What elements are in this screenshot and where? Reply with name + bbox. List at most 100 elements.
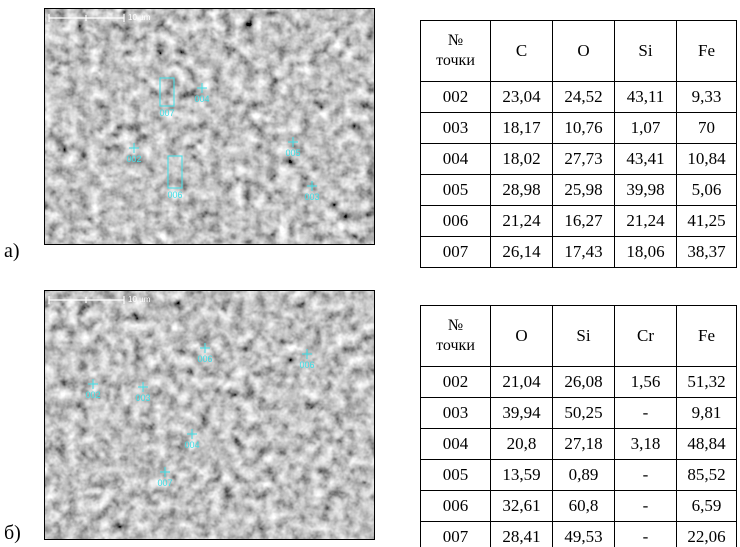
table-cell: 38,37 bbox=[677, 237, 737, 268]
table-cell: 60,8 bbox=[553, 491, 615, 522]
panel-label: а) bbox=[4, 240, 20, 263]
header-cell: № точки bbox=[421, 21, 491, 82]
table-cell: 0,89 bbox=[553, 460, 615, 491]
table-cell: 18,06 bbox=[615, 237, 677, 268]
header-cell: O bbox=[491, 306, 553, 367]
table-cell: 49,53 bbox=[553, 522, 615, 547]
table-cell: 32,61 bbox=[491, 491, 553, 522]
header-cell: № точки bbox=[421, 306, 491, 367]
page: {"panels": [ {"label": "а)", "image": {"… bbox=[0, 0, 740, 547]
table-cell: 43,11 bbox=[615, 82, 677, 113]
table-cell: 48,84 bbox=[677, 429, 737, 460]
table-cell: 23,04 bbox=[491, 82, 553, 113]
point-label: 006 bbox=[197, 354, 212, 364]
header-cell: Fe bbox=[677, 306, 737, 367]
table-cell: - bbox=[615, 522, 677, 547]
table-cell: 006 bbox=[421, 206, 491, 237]
table-cell: 26,14 bbox=[491, 237, 553, 268]
table-row: 00221,0426,081,5651,32 bbox=[421, 367, 737, 398]
table-cell: 22,06 bbox=[677, 522, 737, 547]
table-cell: 28,98 bbox=[491, 175, 553, 206]
table-cell: 50,25 bbox=[553, 398, 615, 429]
table-cell: 26,08 bbox=[553, 367, 615, 398]
table-cell: 002 bbox=[421, 82, 491, 113]
header-cell: C bbox=[491, 21, 553, 82]
table-cell: 10,84 bbox=[677, 144, 737, 175]
sem-texture bbox=[44, 8, 375, 245]
table-cell: 21,24 bbox=[615, 206, 677, 237]
table-cell: 002 bbox=[421, 367, 491, 398]
table-cell: - bbox=[615, 398, 677, 429]
point-label: 004 bbox=[194, 94, 209, 104]
table-cell: 18,02 bbox=[491, 144, 553, 175]
data-table: № точкиOSiCrFe00221,0426,081,5651,320033… bbox=[420, 305, 737, 547]
table-cell: 39,94 bbox=[491, 398, 553, 429]
sem-texture bbox=[44, 290, 375, 540]
table-cell: 5,06 bbox=[677, 175, 737, 206]
table-cell: 21,04 bbox=[491, 367, 553, 398]
table-cell: 005 bbox=[421, 460, 491, 491]
table-cell: 1,07 bbox=[615, 113, 677, 144]
table-cell: 17,43 bbox=[553, 237, 615, 268]
header-cell: Fe bbox=[677, 21, 737, 82]
table-cell: 007 bbox=[421, 522, 491, 547]
point-label: 004 bbox=[184, 440, 199, 450]
table-cell: 13,59 bbox=[491, 460, 553, 491]
table-cell: 25,98 bbox=[553, 175, 615, 206]
table-cell: 41,25 bbox=[677, 206, 737, 237]
table-cell: 85,52 bbox=[677, 460, 737, 491]
table-cell: 39,98 bbox=[615, 175, 677, 206]
table-cell: 1,56 bbox=[615, 367, 677, 398]
table-cell: 004 bbox=[421, 429, 491, 460]
scale-label: 10 µm bbox=[128, 295, 151, 304]
table-row: 00318,1710,761,0770 bbox=[421, 113, 737, 144]
table-cell: 20,8 bbox=[491, 429, 553, 460]
table-cell: 9,81 bbox=[677, 398, 737, 429]
scale-label: 10 µm bbox=[128, 13, 151, 22]
table-cell: 6,59 bbox=[677, 491, 737, 522]
point-label: 007 bbox=[159, 108, 174, 118]
table-cell: 21,24 bbox=[491, 206, 553, 237]
header-cell: Si bbox=[615, 21, 677, 82]
table-cell: 51,32 bbox=[677, 367, 737, 398]
point-label: 007 bbox=[157, 478, 172, 488]
point-label: 006 bbox=[167, 190, 182, 200]
panel-label: б) bbox=[4, 522, 21, 545]
table-cell: 003 bbox=[421, 113, 491, 144]
table-cell: 24,52 bbox=[553, 82, 615, 113]
table-cell: 16,27 bbox=[553, 206, 615, 237]
point-label: 003 bbox=[304, 192, 319, 202]
table-cell: 28,41 bbox=[491, 522, 553, 547]
table-cell: 9,33 bbox=[677, 82, 737, 113]
table-cell: 10,76 bbox=[553, 113, 615, 144]
table-cell: 004 bbox=[421, 144, 491, 175]
table-cell: 3,18 bbox=[615, 429, 677, 460]
table-cell: 003 bbox=[421, 398, 491, 429]
point-label: 002 bbox=[85, 390, 100, 400]
header-cell: Cr bbox=[615, 306, 677, 367]
table-cell: 43,41 bbox=[615, 144, 677, 175]
table-cell: 006 bbox=[421, 491, 491, 522]
table-row: 00728,4149,53-22,06 bbox=[421, 522, 737, 547]
table-cell: 005 bbox=[421, 175, 491, 206]
header-cell: Si bbox=[553, 306, 615, 367]
header-cell: O bbox=[553, 21, 615, 82]
sem-image: 10 µm 004 007 002 006 005 003 bbox=[44, 8, 375, 245]
table-cell: 18,17 bbox=[491, 113, 553, 144]
point-label: 005 bbox=[285, 148, 300, 158]
table-cell: - bbox=[615, 460, 677, 491]
point-label: 002 bbox=[126, 154, 141, 164]
